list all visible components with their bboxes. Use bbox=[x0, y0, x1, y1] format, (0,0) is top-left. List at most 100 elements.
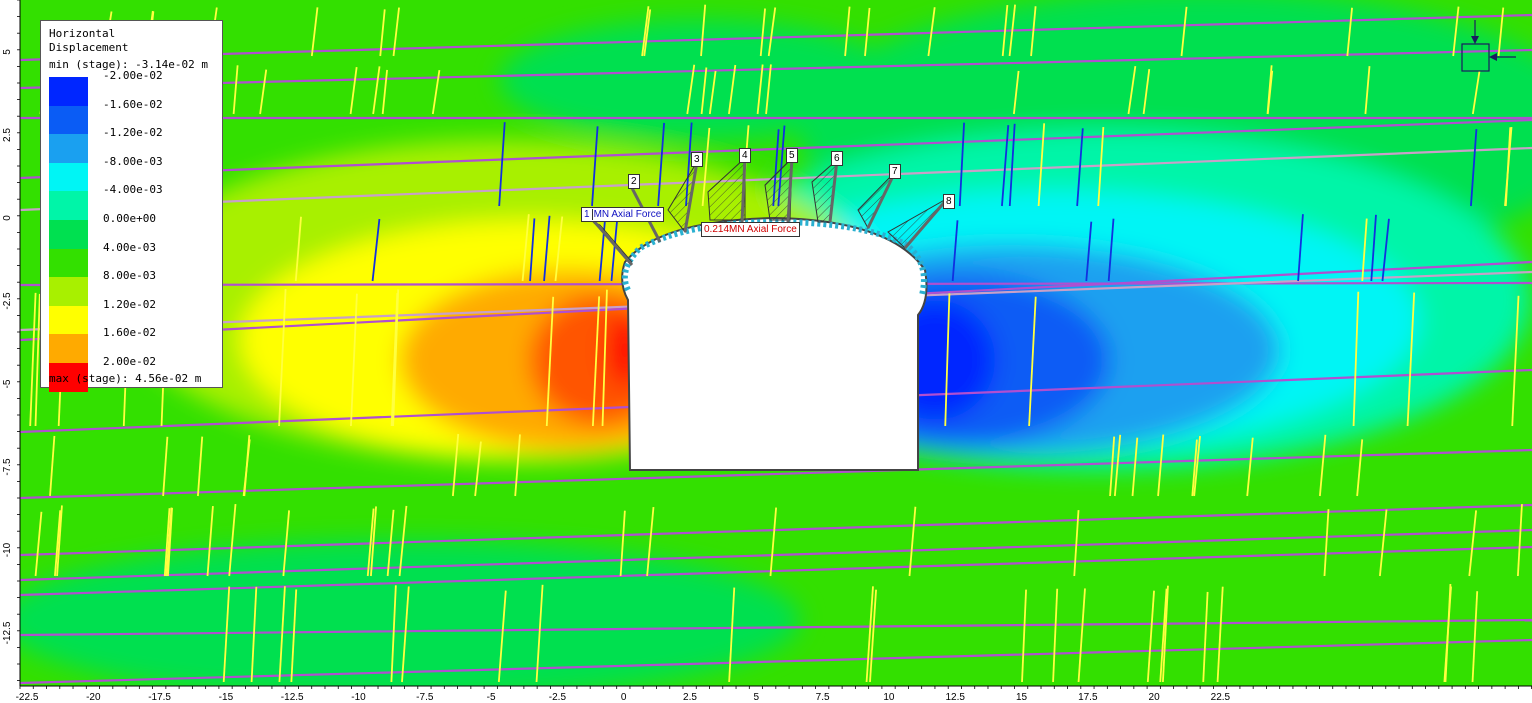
legend-swatch bbox=[49, 191, 88, 221]
joint-tick bbox=[1127, 66, 1137, 115]
joint-tick bbox=[1379, 509, 1388, 577]
bolt-label[interactable]: 6 bbox=[831, 151, 843, 166]
joint-tick bbox=[390, 585, 397, 683]
joint-tick bbox=[591, 296, 601, 427]
axial-force-label-red[interactable]: 0.214MN Axial Force bbox=[701, 222, 800, 237]
axial-force-label-blue-prefix: 1 bbox=[584, 209, 590, 220]
joint-tick bbox=[728, 587, 736, 683]
boundary-condition-icon[interactable] bbox=[1461, 20, 1516, 72]
x-tick-label: 15 bbox=[1016, 692, 1028, 703]
joint-tick bbox=[1073, 510, 1080, 577]
joint-tick bbox=[1381, 218, 1390, 282]
joint-tick bbox=[1202, 591, 1209, 683]
joint-tick bbox=[1037, 123, 1046, 207]
joint-tick bbox=[535, 584, 544, 683]
joint-tick bbox=[700, 67, 708, 115]
legend-swatch bbox=[49, 248, 88, 278]
legend-value-label: -4.00e-03 bbox=[103, 183, 163, 197]
x-tick-label: -5 bbox=[487, 692, 496, 703]
x-tick-label: -2.5 bbox=[549, 692, 567, 703]
x-tick-label: -17.5 bbox=[148, 692, 171, 703]
joint-tick bbox=[243, 435, 251, 497]
joint-tick bbox=[294, 216, 302, 282]
joint-line bbox=[20, 503, 1532, 557]
joint-tick bbox=[1085, 221, 1093, 282]
joint-line bbox=[20, 118, 1532, 180]
joint-tick bbox=[474, 441, 482, 497]
joint-tick bbox=[1361, 218, 1368, 282]
liner-elements bbox=[622, 218, 927, 296]
legend-swatch bbox=[49, 105, 88, 135]
joint-tick bbox=[34, 511, 43, 577]
legend-min-text: min (stage): -3.14e-02 m bbox=[49, 58, 208, 71]
joint-tick bbox=[1162, 585, 1169, 683]
legend-swatch bbox=[49, 363, 88, 392]
joint-tick bbox=[350, 293, 358, 427]
joint-tick bbox=[34, 293, 41, 427]
bolt-label[interactable]: 3 bbox=[691, 152, 703, 167]
joint-tick bbox=[206, 505, 214, 577]
joint-tick bbox=[864, 7, 871, 57]
joint-tick bbox=[1246, 437, 1254, 497]
joint-tick bbox=[759, 8, 766, 57]
legend-title-line2: Displacement bbox=[49, 41, 129, 54]
bolt-label[interactable]: 8 bbox=[943, 194, 955, 209]
joint-tick bbox=[366, 508, 375, 577]
joint-tick bbox=[29, 292, 37, 427]
joint-tick bbox=[1113, 434, 1122, 497]
joint-tick bbox=[869, 589, 877, 683]
joint-tick bbox=[197, 436, 204, 497]
bolt-label[interactable]: 2 bbox=[628, 174, 640, 189]
joint-tick bbox=[381, 69, 388, 115]
x-tick-label: 7.5 bbox=[816, 692, 830, 703]
x-tick-label: 17.5 bbox=[1078, 692, 1098, 703]
joint-tick bbox=[545, 296, 555, 427]
joint-tick bbox=[54, 510, 62, 577]
joint-tick bbox=[1157, 434, 1165, 497]
joint-tick bbox=[844, 6, 851, 57]
joint-tick bbox=[278, 288, 287, 427]
joint-tick bbox=[646, 506, 655, 577]
bolt-label[interactable]: 4 bbox=[739, 148, 751, 163]
joint-tick bbox=[1159, 588, 1168, 683]
legend-swatch bbox=[49, 334, 88, 364]
joint-tick bbox=[56, 505, 63, 577]
x-tick-label: 5 bbox=[754, 692, 760, 703]
y-tick-label: 5 bbox=[2, 49, 13, 55]
joint-tick bbox=[290, 589, 298, 683]
legend-value-label: 0.00e+00 bbox=[103, 212, 156, 225]
joint-tick bbox=[222, 586, 231, 683]
tunnel-excavation[interactable] bbox=[621, 216, 928, 471]
joint-tick bbox=[162, 436, 169, 497]
joint-tick bbox=[259, 69, 268, 115]
bolt-label[interactable]: 5 bbox=[786, 148, 798, 163]
bolt-label[interactable]: 7 bbox=[889, 164, 901, 179]
joint-tick bbox=[1052, 588, 1059, 683]
x-tick-label: 20 bbox=[1149, 692, 1161, 703]
joint-tick bbox=[163, 508, 171, 577]
y-tick-label: -12.5 bbox=[2, 621, 13, 644]
joint-line bbox=[20, 448, 1532, 500]
joint-tick bbox=[927, 7, 936, 57]
contour-legend[interactable]: Horizontal Displacement min (stage): -3.… bbox=[40, 20, 223, 392]
joint-tick bbox=[349, 67, 358, 115]
joint-tick bbox=[1470, 129, 1478, 207]
joint-tick bbox=[1001, 125, 1010, 207]
joint-tick bbox=[370, 506, 377, 577]
x-tick-label: -7.5 bbox=[416, 692, 434, 703]
joint-tick bbox=[1452, 6, 1460, 57]
joint-tick bbox=[1097, 127, 1105, 207]
legend-max-text: max (stage): 4.56e-02 m bbox=[49, 372, 202, 385]
axial-force-label-blue[interactable]: 1 MN Axial Force bbox=[581, 207, 665, 222]
joint-tick bbox=[1297, 214, 1304, 282]
legend-value-label: 8.00e-03 bbox=[103, 269, 156, 283]
y-tick-label: -10 bbox=[2, 542, 13, 557]
joint-tick bbox=[591, 126, 599, 207]
joint-tick bbox=[769, 507, 778, 577]
joint-tick bbox=[497, 590, 507, 683]
joint-tick bbox=[1516, 504, 1523, 577]
joint-tick bbox=[250, 586, 258, 683]
joint-tick bbox=[521, 214, 530, 282]
